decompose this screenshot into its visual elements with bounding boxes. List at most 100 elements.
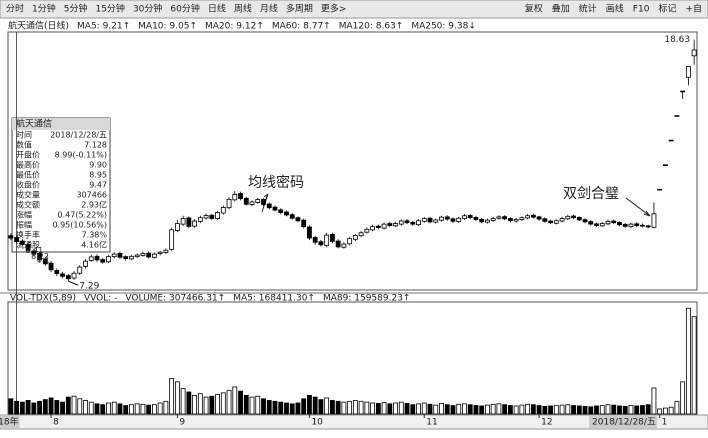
toolbar-button[interactable]: 叠加 [552,4,570,15]
toolbar-button[interactable]: 画线 [606,3,624,15]
volume-indicator: VOL-TDX(5,89) [10,294,76,304]
info-value: 9.47 [89,181,107,190]
info-value: 0.47(5.22%) [58,211,107,220]
toolbar-button[interactable]: 60分钟 [170,3,199,15]
ma-label: MA5: 9.21↑ [77,22,130,32]
candle-body [318,241,324,246]
candle-body [289,214,295,219]
volume-bar [651,387,657,415]
volume-bar [83,400,88,415]
info-key: 换手率 [16,230,40,240]
candle-body [634,223,640,226]
volume-bar [157,402,163,415]
toolbar-button[interactable]: F10 [633,5,650,15]
volume-bar [42,399,48,415]
volume-bar [215,394,220,415]
volume-bar [134,403,140,415]
volume-bar [249,396,255,415]
volume-bar [19,401,25,415]
candle-body [329,234,335,242]
candle-body [622,224,628,227]
volume-bar [335,400,341,415]
toolbar-button[interactable]: 统计 [579,3,597,15]
ma-label: MA10: 9.05↑ [138,22,197,32]
info-key: 数值 [16,140,32,150]
candle-body [232,194,238,201]
info-header [12,118,110,130]
toolbar-button[interactable]: 1分钟 [32,3,56,15]
info-value: 9.90 [89,161,107,170]
toolbar-button[interactable]: 周线 [234,3,252,15]
info-key: 时间 [16,130,32,140]
toolbar-button[interactable]: 15分钟 [95,3,124,15]
toolbar-button[interactable]: 多周期 [286,3,313,15]
price-label: 8.22 [31,252,49,261]
max-label: 18.63 [664,35,690,45]
toolbar-button[interactable]: 复权 [525,3,543,15]
volume-bar [530,404,536,415]
toolbar-button[interactable]: 30分钟 [133,3,162,15]
ma-label: MA20: 9.12↑ [205,22,264,32]
toolbar-button[interactable]: 日线 [208,3,226,15]
volume-bar [261,398,266,415]
volume-bar [220,392,226,415]
candle-body [507,218,513,222]
volume-bar [571,405,576,415]
volume-bar [100,404,106,415]
x-tick-label: 1 [662,418,668,428]
candle-body [220,207,226,214]
toolbar-button[interactable]: 标记 [658,3,676,15]
candle-body [152,253,157,258]
info-key: 振幅 [16,220,32,230]
volume-bar [536,405,542,415]
cursor-date-box [589,416,657,428]
info-key: 成交额 [16,200,40,210]
volume-bar [152,404,157,415]
candle-body [628,223,634,228]
volume-bar [634,405,640,415]
candle-body [215,212,220,219]
candle-body [571,215,576,219]
toolbar-button[interactable]: 5分钟 [64,3,88,15]
candle-body [490,218,496,221]
volume-bar [358,400,364,415]
candle-body [668,139,674,142]
volume-bar [117,403,123,415]
volume-bar [60,401,65,415]
toolbar-button[interactable]: 月线 [260,3,278,15]
volume-bar [232,386,238,415]
volume-bar [25,400,31,415]
info-key: 涨幅 [16,210,32,220]
x-tick-label: 10 [311,418,323,428]
candle-body [157,251,163,254]
volume-bar [617,405,622,415]
info-value: 2.93亿 [81,200,107,210]
volume-bar [525,403,531,415]
volume-bar [663,407,668,415]
annotation-arrow [625,197,651,217]
candle-body [295,217,301,222]
candle-body [663,164,668,166]
volume-bar [496,403,502,415]
candle-body [312,237,318,243]
candle-body [255,199,261,203]
volume-bar [341,401,347,415]
volume-bar [576,405,582,415]
toolbar-button[interactable]: +自 [685,3,702,15]
volume-bar [71,395,77,415]
toolbar-button[interactable]: 更多> [321,3,347,15]
cursor-date-label: 2018年 [0,416,19,428]
candle-body [404,220,410,224]
info-key: 最高价 [16,160,40,170]
volume-bar [398,401,404,415]
toolbar-button[interactable]: 分时 [6,3,24,15]
volume-bar [427,403,433,415]
volume-bar [553,405,559,415]
info-value: 7.128 [84,141,107,150]
candle-body [421,218,427,222]
x-axis-strip [0,414,708,430]
volume-bar [473,405,479,415]
ma-label: MA250: 9.38↓ [411,22,476,32]
volume-indicator: VOLUME: 307466.31↑ [125,294,225,304]
